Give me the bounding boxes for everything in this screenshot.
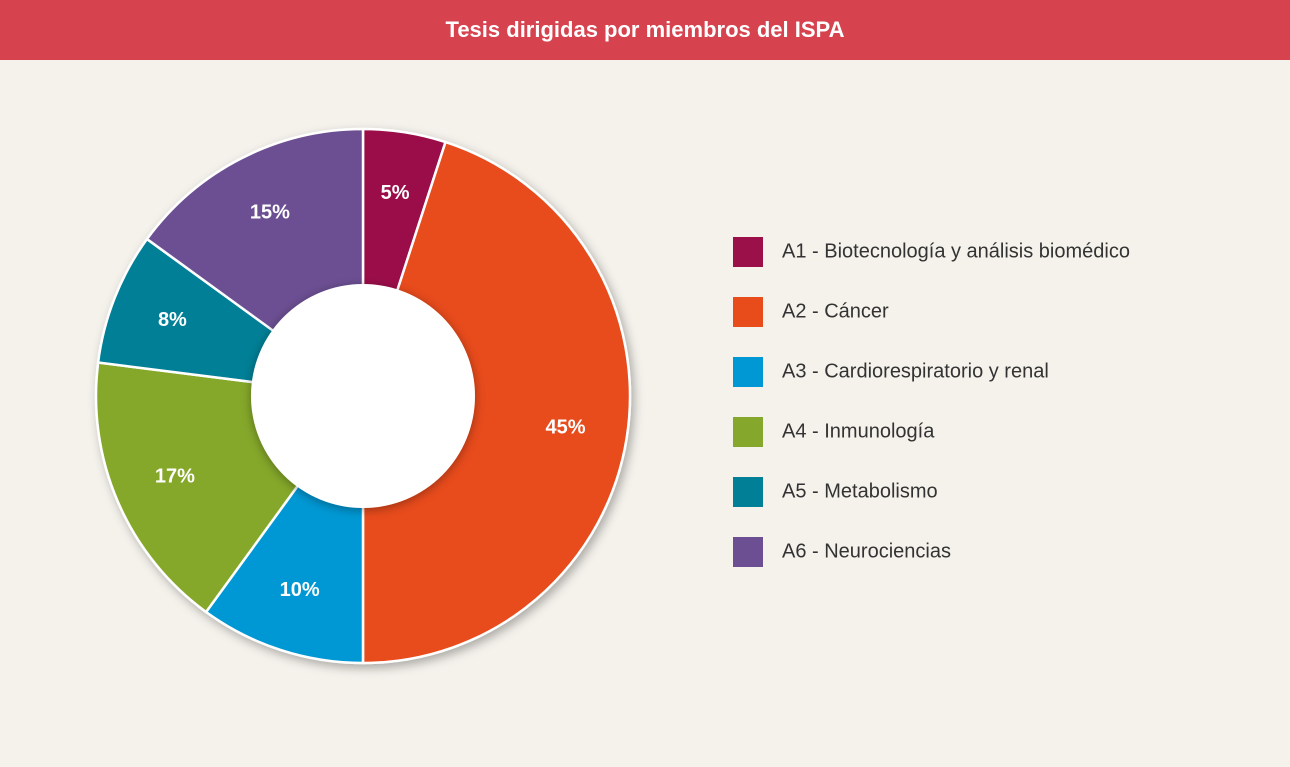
legend-label: A2 - Cáncer: [782, 300, 889, 322]
donut-hole: [251, 284, 475, 508]
slice: [361, 140, 632, 665]
legend-swatch: [733, 477, 763, 507]
legend-swatch: [733, 417, 763, 447]
chart-title: Tesis dirigidas por miembros del ISPA: [446, 17, 845, 42]
legend-swatch: [733, 237, 763, 267]
legend-swatch: [733, 297, 763, 327]
legend-label: A5 - Metabolismo: [782, 480, 938, 502]
value-label: 5%: [381, 182, 410, 204]
value-label: 15%: [250, 202, 290, 224]
legend-label: A4 - Inmunología: [782, 420, 935, 442]
legend-swatch: [733, 357, 763, 387]
legend-label: A6 - Neurociencias: [782, 540, 951, 562]
legend-swatch: [733, 537, 763, 567]
legend-label: A3 - Cardiorespiratorio y renal: [782, 360, 1049, 382]
value-label: 17%: [155, 466, 195, 488]
value-label: 10%: [280, 579, 320, 601]
legend-label: A1 - Biotecnología y análisis biomédico: [782, 240, 1130, 262]
legend: A1 - Biotecnología y análisis biomédico A…: [733, 237, 1130, 567]
value-label: 45%: [545, 416, 585, 438]
value-labels: 5% 45% 10% 17% 8% 15%: [155, 182, 586, 601]
header-bar: [0, 0, 1290, 60]
value-label: 8%: [158, 309, 187, 331]
